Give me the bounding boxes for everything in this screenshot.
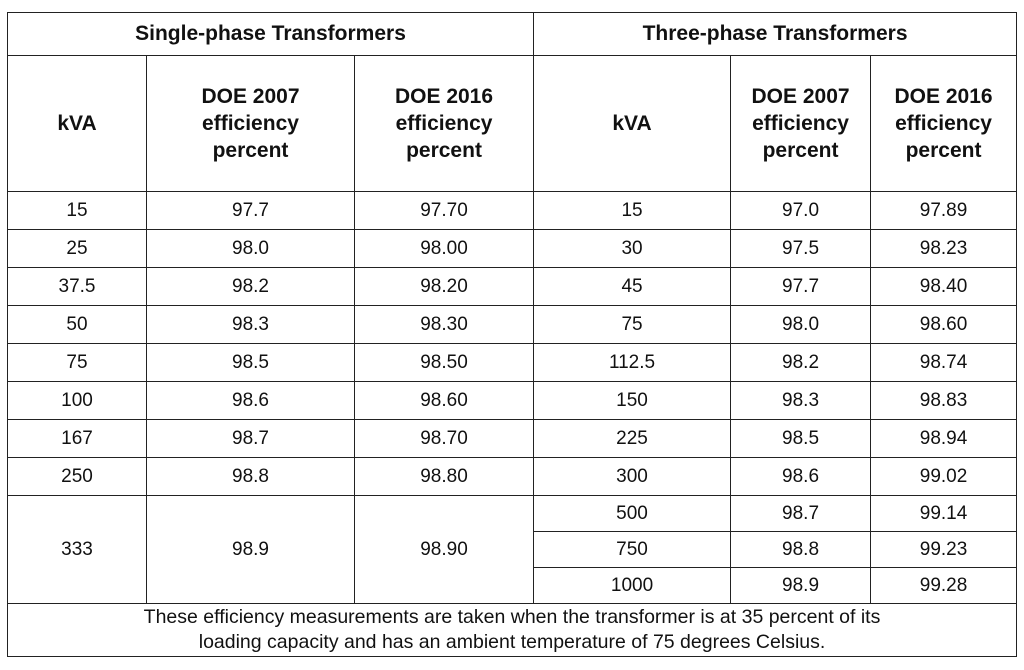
table-row: 333 98.9 98.90 500 98.7 99.14 bbox=[7, 495, 1018, 604]
three-doe2007-cell: 98.3 bbox=[730, 381, 872, 420]
single-doe2016-cell: 98.30 bbox=[353, 305, 535, 344]
single-doe2007-cell: 98.3 bbox=[146, 305, 355, 344]
single-doe2016-merged-cell: 98.90 bbox=[353, 495, 535, 604]
three-doe2016-cell: 99.28 bbox=[870, 567, 1018, 604]
single-kva-cell: 250 bbox=[7, 457, 147, 496]
table-row: 1000 98.9 99.28 bbox=[8, 567, 1018, 604]
three-phase-group-header: Three-phase Transformers bbox=[533, 12, 1018, 56]
three-doe2007-cell: 98.5 bbox=[730, 419, 872, 458]
three-doe2016-cell: 98.94 bbox=[870, 419, 1018, 458]
three-kva-cell: 30 bbox=[533, 229, 732, 268]
single-doe2016-cell: 98.70 bbox=[353, 419, 535, 458]
footnote-row: These efficiency measurements are taken … bbox=[6, 603, 1018, 657]
footnote: These efficiency measurements are taken … bbox=[6, 603, 1018, 657]
header-text: DOE 2016 efficiency percent bbox=[894, 85, 993, 162]
single-doe2016-cell: 98.20 bbox=[353, 267, 535, 306]
three-doe2007-header: DOE 2007 efficiency percent bbox=[730, 55, 872, 192]
three-doe2016-cell: 97.89 bbox=[870, 191, 1018, 230]
group-header-row: Single-phase Transformers Three-phase Tr… bbox=[6, 12, 1018, 56]
single-doe2016-cell: 98.50 bbox=[353, 343, 535, 382]
single-kva-cell: 15 bbox=[7, 191, 147, 230]
transformer-efficiency-table: Single-phase Transformers Three-phase Tr… bbox=[6, 12, 1018, 657]
three-kva-cell: 150 bbox=[533, 381, 732, 420]
single-kva-cell: 50 bbox=[7, 305, 147, 344]
single-doe2007-cell: 98.2 bbox=[146, 267, 355, 306]
three-doe2007-cell: 98.6 bbox=[730, 457, 872, 496]
three-kva-header: kVA bbox=[533, 55, 732, 192]
three-kva-cell: 112.5 bbox=[533, 343, 732, 382]
three-doe2016-cell: 98.74 bbox=[870, 343, 1018, 382]
table-row: 250 98.8 98.80 300 98.6 99.02 bbox=[7, 457, 1018, 496]
footnote-text: These efficiency measurements are taken … bbox=[143, 606, 881, 653]
three-doe2016-cell: 99.02 bbox=[870, 457, 1018, 496]
single-doe2007-merged-cell: 98.9 bbox=[146, 495, 355, 604]
three-kva-cell: 300 bbox=[533, 457, 732, 496]
three-doe2007-cell: 98.9 bbox=[730, 567, 872, 604]
table-row: 37.5 98.2 98.20 45 97.7 98.40 bbox=[7, 267, 1018, 306]
column-header-row: kVA DOE 2007 efficiency percent DOE 2016… bbox=[7, 55, 1018, 192]
single-kva-cell: 167 bbox=[7, 419, 147, 458]
table-row: 750 98.8 99.23 bbox=[8, 531, 1018, 568]
three-kva-cell: 500 bbox=[533, 495, 732, 532]
single-doe2007-cell: 98.7 bbox=[146, 419, 355, 458]
table-row: 25 98.0 98.00 30 97.5 98.23 bbox=[7, 229, 1018, 268]
single-doe2007-cell: 97.7 bbox=[146, 191, 355, 230]
single-doe2007-cell: 98.8 bbox=[146, 457, 355, 496]
single-doe2007-header: DOE 2007 efficiency percent bbox=[146, 55, 355, 192]
single-kva-cell: 25 bbox=[7, 229, 147, 268]
single-doe2016-cell: 98.00 bbox=[353, 229, 535, 268]
three-kva-cell: 750 bbox=[533, 531, 732, 568]
three-doe2016-cell: 98.23 bbox=[870, 229, 1018, 268]
single-kva-cell: 100 bbox=[7, 381, 147, 420]
single-doe2016-header: DOE 2016 efficiency percent bbox=[353, 55, 535, 192]
three-doe2007-cell: 98.0 bbox=[730, 305, 872, 344]
single-phase-group-header: Single-phase Transformers bbox=[6, 12, 535, 56]
header-text: DOE 2016 efficiency percent bbox=[394, 85, 494, 162]
table-row: 100 98.6 98.60 150 98.3 98.83 bbox=[7, 381, 1018, 420]
header-text: DOE 2007 efficiency percent bbox=[751, 85, 850, 162]
single-doe2007-cell: 98.5 bbox=[146, 343, 355, 382]
table-row: 167 98.7 98.70 225 98.5 98.94 bbox=[7, 419, 1018, 458]
table-row: 50 98.3 98.30 75 98.0 98.60 bbox=[7, 305, 1018, 344]
three-kva-cell: 15 bbox=[533, 191, 732, 230]
three-doe2016-cell: 98.60 bbox=[870, 305, 1018, 344]
three-doe2007-cell: 98.2 bbox=[730, 343, 872, 382]
three-doe2016-cell: 98.40 bbox=[870, 267, 1018, 306]
three-doe2016-header: DOE 2016 efficiency percent bbox=[870, 55, 1018, 192]
three-doe2016-cell: 99.14 bbox=[870, 495, 1018, 532]
three-doe2007-cell: 97.0 bbox=[730, 191, 872, 230]
single-doe2007-cell: 98.6 bbox=[146, 381, 355, 420]
single-kva-cell: 75 bbox=[7, 343, 147, 382]
three-kva-cell: 75 bbox=[533, 305, 732, 344]
header-text: DOE 2007 efficiency percent bbox=[201, 85, 300, 162]
table-row: 75 98.5 98.50 112.5 98.2 98.74 bbox=[7, 343, 1018, 382]
single-kva-merged-cell: 333 bbox=[7, 495, 147, 604]
single-doe2016-cell: 98.80 bbox=[353, 457, 535, 496]
single-kva-cell: 37.5 bbox=[7, 267, 147, 306]
three-kva-cell: 1000 bbox=[533, 567, 732, 604]
three-doe2016-cell: 98.83 bbox=[870, 381, 1018, 420]
single-kva-header: kVA bbox=[7, 55, 147, 192]
three-doe2007-cell: 98.8 bbox=[730, 531, 872, 568]
three-doe2007-cell: 98.7 bbox=[730, 495, 872, 532]
single-doe2007-cell: 98.0 bbox=[146, 229, 355, 268]
three-kva-cell: 45 bbox=[533, 267, 732, 306]
single-doe2016-cell: 97.70 bbox=[353, 191, 535, 230]
three-doe2007-cell: 97.7 bbox=[730, 267, 872, 306]
three-doe2016-cell: 99.23 bbox=[870, 531, 1018, 568]
three-kva-cell: 225 bbox=[533, 419, 732, 458]
three-doe2007-cell: 97.5 bbox=[730, 229, 872, 268]
table-row: 15 97.7 97.70 15 97.0 97.89 bbox=[7, 191, 1018, 230]
single-doe2016-cell: 98.60 bbox=[353, 381, 535, 420]
